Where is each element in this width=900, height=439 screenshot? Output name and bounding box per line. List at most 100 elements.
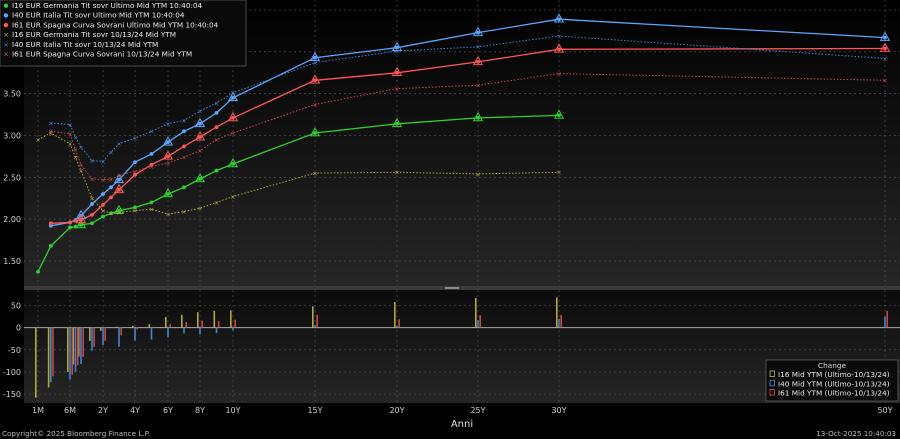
series-point xyxy=(883,46,887,51)
change-bar xyxy=(232,327,234,331)
panel-handle[interactable] xyxy=(445,287,459,289)
series-point: × xyxy=(197,147,202,155)
change-bar xyxy=(230,310,232,328)
series-point: × xyxy=(73,134,78,142)
series-point: × xyxy=(475,43,480,51)
series-point xyxy=(557,17,561,22)
series-point xyxy=(68,220,72,225)
series-point: × xyxy=(89,195,94,203)
y-tick-label: 50 xyxy=(11,302,21,311)
change-bar xyxy=(91,327,93,351)
series-point xyxy=(194,172,206,183)
series-point xyxy=(117,187,121,192)
change-legend-marker xyxy=(769,370,775,377)
series-point xyxy=(101,214,105,219)
series-point: × xyxy=(116,172,121,180)
x-tick-label: 30Y xyxy=(551,406,566,415)
change-bar xyxy=(104,327,106,341)
change-bar xyxy=(100,327,102,331)
change-bar xyxy=(217,321,220,328)
series-point xyxy=(472,26,484,36)
series-point xyxy=(79,223,83,227)
series-point: × xyxy=(165,210,170,218)
series-point: × xyxy=(89,175,94,183)
series-point xyxy=(395,121,399,126)
series-point: × xyxy=(78,167,83,175)
series-point: × xyxy=(394,47,399,55)
change-bar xyxy=(69,327,71,380)
series-point xyxy=(557,47,561,52)
legend-marker xyxy=(3,3,9,8)
series-point: × xyxy=(312,101,317,109)
change-bar xyxy=(183,327,185,334)
series-point: × xyxy=(100,158,105,166)
legend-entry: I61 EUR Spagna Curva Sovrani Ultimo Mid … xyxy=(12,20,219,29)
series-point xyxy=(68,225,72,230)
change-bar xyxy=(74,327,77,372)
series-point: × xyxy=(394,85,399,93)
series-point xyxy=(214,110,219,115)
x-tick-label: 10Y xyxy=(225,406,240,415)
x-tick-label: 1M xyxy=(32,406,44,415)
series-point: × xyxy=(556,70,561,78)
series-point xyxy=(198,135,202,140)
series-point: × xyxy=(132,168,137,176)
legend-entry: I61 EUR Spagna Curva Sovrani 10/13/24 Mi… xyxy=(12,50,192,59)
legend-entry: I40 EUR Italia Tit sovr 10/13/24 Mid YTM xyxy=(12,40,158,49)
series-point xyxy=(391,66,403,77)
series-line xyxy=(37,132,560,215)
series-point: × xyxy=(132,207,137,215)
change-bar xyxy=(398,319,400,328)
copyright-footer: Copyright© 2025 Bloomberg Finance L.P. xyxy=(2,429,151,438)
series-point: × xyxy=(89,157,94,165)
x-tick-label: 8Y xyxy=(195,406,205,415)
series-point: × xyxy=(214,99,219,107)
series-point xyxy=(109,195,113,200)
y-tick-label: 2.50 xyxy=(3,173,21,182)
series-point xyxy=(133,205,137,210)
series-point: × xyxy=(116,140,121,148)
y-tick-label: 2.00 xyxy=(3,215,21,224)
series-point xyxy=(313,55,317,60)
change-bar xyxy=(185,321,187,328)
change-bar xyxy=(132,325,134,328)
series-point: × xyxy=(165,120,170,128)
series-point xyxy=(117,208,121,213)
series-point xyxy=(166,192,170,196)
series-point: × xyxy=(230,129,235,137)
series-point xyxy=(109,185,113,190)
series-point xyxy=(36,269,40,274)
series-point xyxy=(553,13,565,23)
legend-marker: × xyxy=(3,51,9,59)
series-point xyxy=(109,211,113,216)
series-point xyxy=(879,31,891,41)
change-bar xyxy=(148,324,151,328)
series-point: × xyxy=(165,159,170,167)
series-point xyxy=(113,183,125,194)
series-point xyxy=(182,144,186,149)
series-point xyxy=(227,157,239,168)
series-point xyxy=(395,70,399,75)
series-point xyxy=(162,187,174,198)
series-point xyxy=(227,91,239,102)
change-bar xyxy=(215,327,218,333)
bottom-plot-background xyxy=(24,290,900,403)
change-bar xyxy=(50,327,52,383)
change-bar xyxy=(80,327,82,365)
y-tick-label: 1.50 xyxy=(3,257,21,266)
series-point: × xyxy=(67,121,72,129)
series-point xyxy=(162,136,174,146)
change-bar xyxy=(475,297,477,328)
change-bar xyxy=(884,316,886,328)
series-point xyxy=(75,213,87,224)
change-bar xyxy=(477,320,479,328)
yield-markers: ××××××× × × × ×× × ×××× × × ×× ×××× ×××××× ×××××××××… xyxy=(35,13,891,274)
change-legend-entry: I40 Mid YTM (Ultimo-10/13/24) xyxy=(778,379,890,388)
x-tick-labels: 1M 6M 2Y 4Y 6Y 8Y 10Y 15Y 20Y 25Y 30Y 50Y xyxy=(32,406,893,415)
series-point xyxy=(194,117,206,128)
series-point xyxy=(90,221,94,226)
series-point: × xyxy=(48,129,53,137)
series-point: × xyxy=(312,170,317,178)
series-point: × xyxy=(73,154,78,162)
